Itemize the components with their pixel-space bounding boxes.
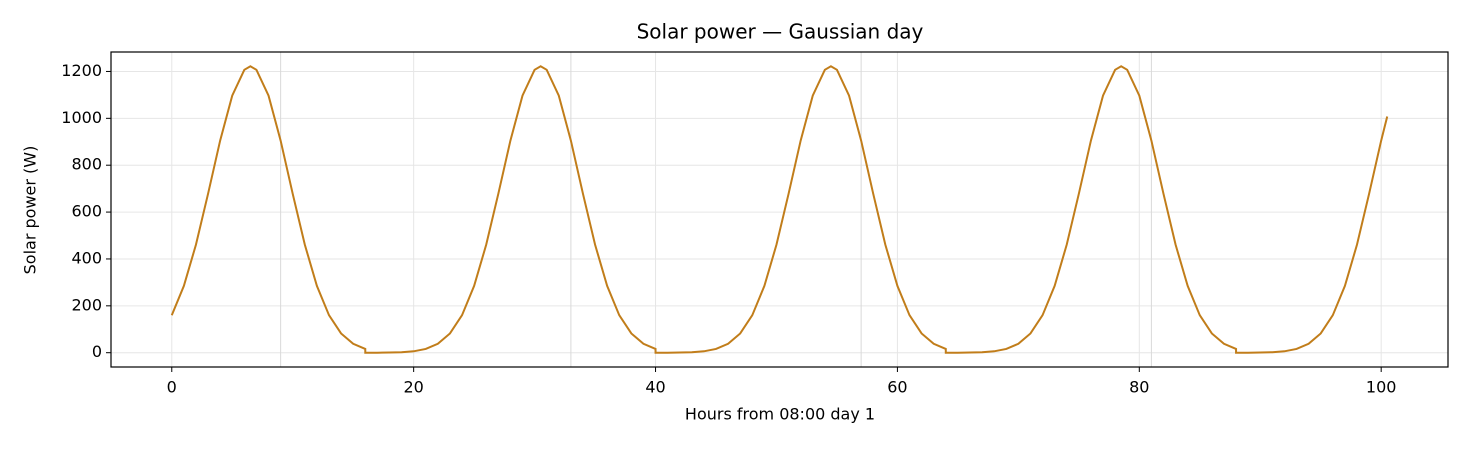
x-axis-label: Hours from 08:00 day 1 bbox=[685, 405, 875, 424]
x-tick-label: 80 bbox=[1129, 378, 1149, 397]
chart-title: Solar power — Gaussian day bbox=[637, 20, 924, 44]
y-tick-label: 600 bbox=[71, 202, 102, 221]
y-tick-label: 1200 bbox=[61, 61, 102, 80]
x-tick-label: 20 bbox=[403, 378, 423, 397]
y-tick-label: 0 bbox=[92, 342, 102, 361]
y-axis-label: Solar power (W) bbox=[21, 146, 40, 275]
x-tick-label: 60 bbox=[887, 378, 907, 397]
x-tick-label: 40 bbox=[645, 378, 665, 397]
data-line bbox=[170, 65, 1389, 354]
y-tick-label: 800 bbox=[71, 155, 102, 174]
plot-frame bbox=[110, 51, 1449, 368]
x-tick-label: 100 bbox=[1366, 378, 1397, 397]
y-tick-label: 400 bbox=[71, 248, 102, 267]
y-tick-label: 1000 bbox=[61, 108, 102, 127]
x-tick-label: 0 bbox=[167, 378, 177, 397]
y-tick-label: 200 bbox=[71, 295, 102, 314]
